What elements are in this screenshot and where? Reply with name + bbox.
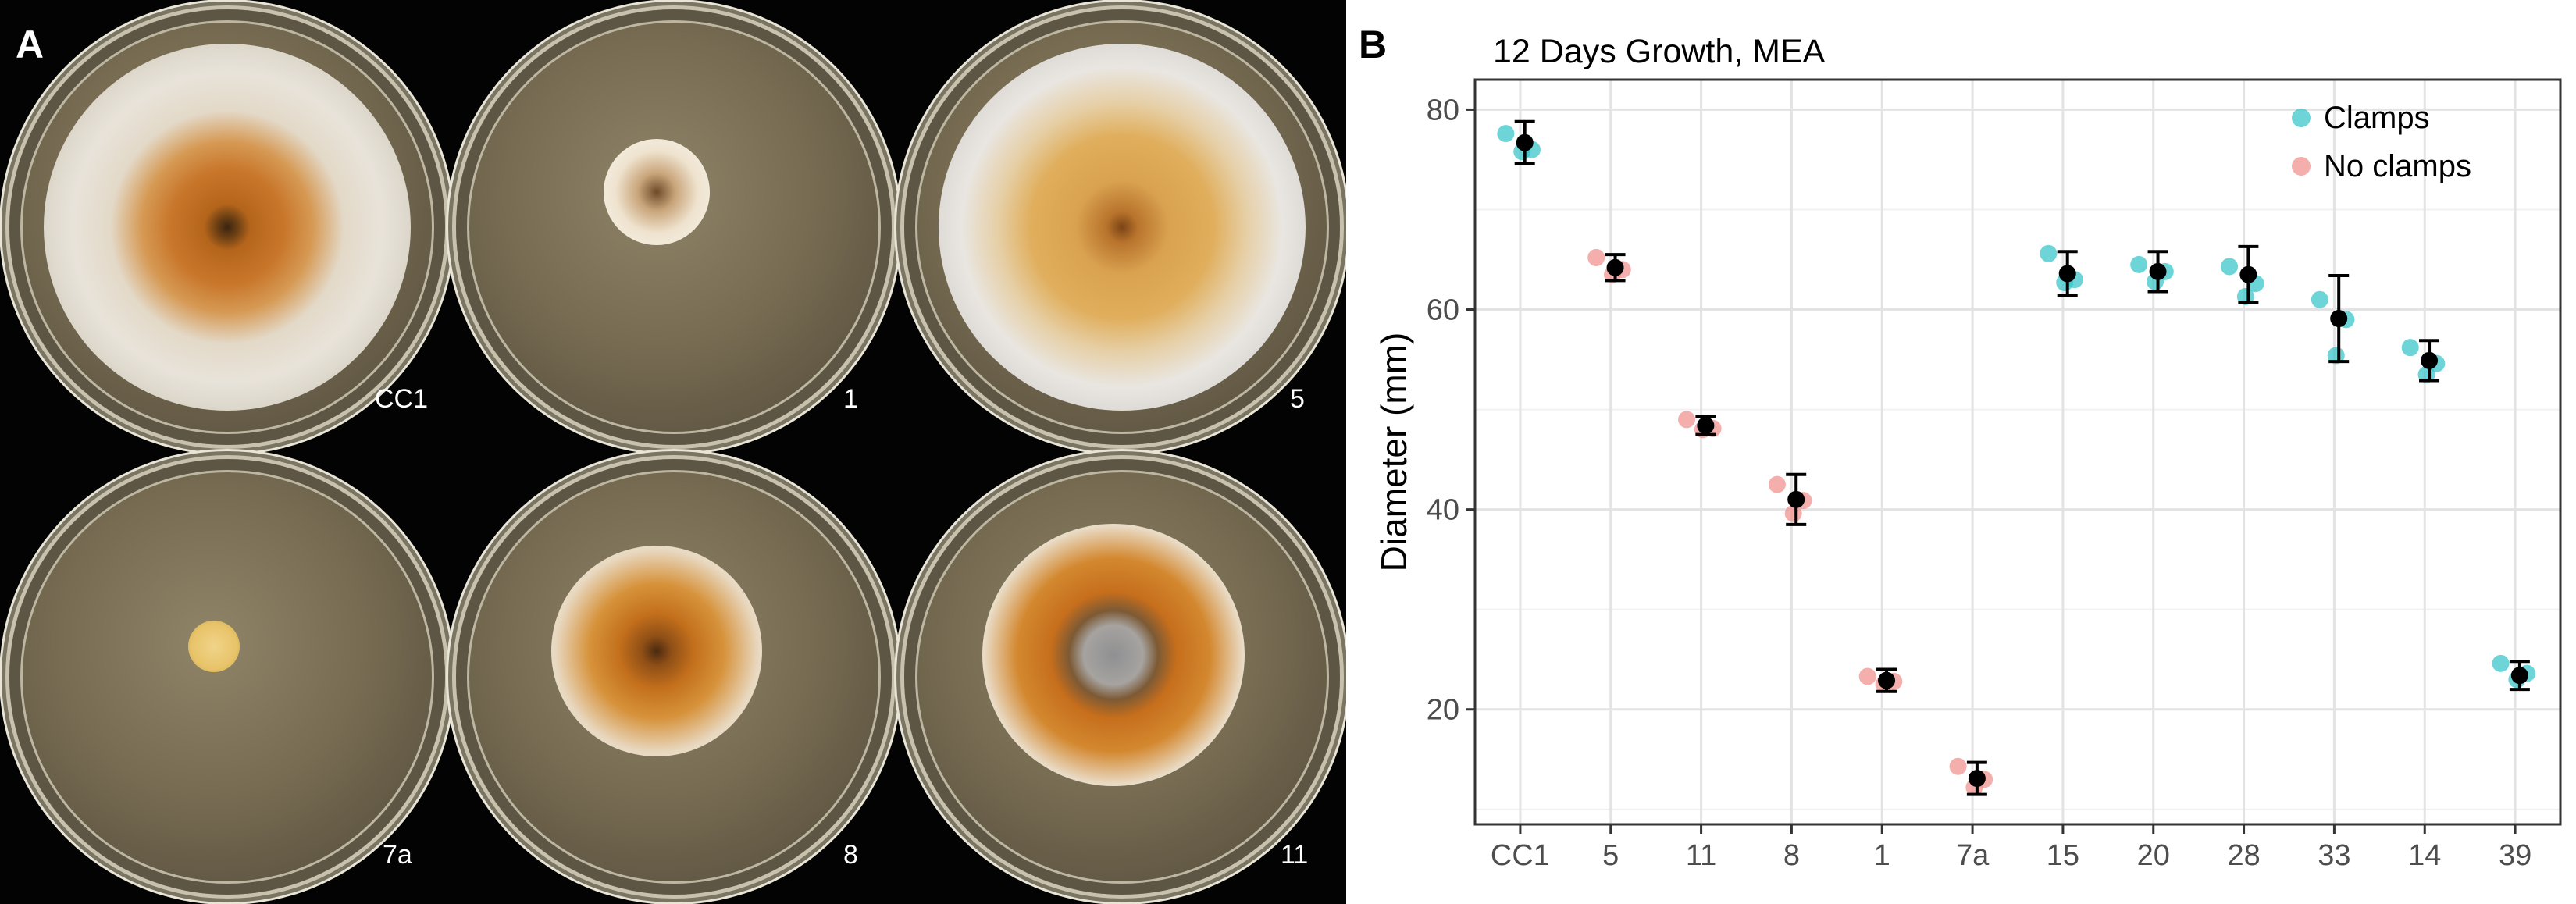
legend-key-no-clamps bbox=[2292, 157, 2311, 176]
replicate-point-no-clamps-7a bbox=[1949, 757, 1967, 775]
chart-panel-b: B 12 Days Growth, MEA Diameter (mm) 20 40… bbox=[1346, 0, 2576, 904]
plate-label-8: 8 bbox=[843, 840, 858, 870]
replicate-point-clamps-cc1 bbox=[1497, 125, 1515, 143]
fungal-colony-cc1 bbox=[44, 44, 411, 411]
x-tick-label: 5 bbox=[1602, 839, 1619, 872]
plot-border bbox=[1473, 78, 2562, 826]
replicate-point-clamps-39 bbox=[2492, 654, 2510, 672]
replicate-point-clamps-15 bbox=[2040, 244, 2058, 262]
chart-title: 12 Days Growth, MEA bbox=[1493, 33, 1826, 70]
replicate-point-no-clamps-1 bbox=[1858, 667, 1876, 685]
mean-point-7a bbox=[1968, 770, 1986, 788]
x-tick-label: 20 bbox=[2137, 839, 2170, 872]
x-tick-label: 11 bbox=[1686, 839, 1716, 872]
replicate-point-clamps-33 bbox=[2311, 290, 2328, 308]
petri-plate-7a: 7a bbox=[9, 459, 445, 895]
mean-point-15 bbox=[2058, 265, 2076, 283]
data-points bbox=[1497, 125, 2536, 796]
plate-label-7a: 7a bbox=[383, 840, 412, 870]
panel-b-letter: B bbox=[1359, 23, 1388, 66]
x-tick-label: 15 bbox=[2047, 839, 2079, 872]
axis-ticks: 20 40 60 80 CC1 5 11 8 1 7a 15 20 28 33 14 39 bbox=[1427, 94, 2532, 872]
fungal-colony-1 bbox=[603, 139, 710, 246]
replicate-point-clamps-28 bbox=[2236, 287, 2254, 305]
x-tick-label: 8 bbox=[1783, 839, 1800, 872]
mean-point-14 bbox=[2421, 351, 2439, 369]
fungal-colony-11 bbox=[982, 524, 1245, 787]
mean-point-5 bbox=[1606, 258, 1624, 276]
plate-label-5: 5 bbox=[1290, 384, 1305, 414]
plate-label-11: 11 bbox=[1281, 840, 1309, 870]
mean-point-39 bbox=[2510, 667, 2528, 685]
x-tick-label: 39 bbox=[2499, 839, 2531, 872]
x-tick-label: 14 bbox=[2408, 839, 2441, 872]
growth-chart: 12 Days Growth, MEA Diameter (mm) 20 40 60… bbox=[1374, 33, 2562, 872]
legend-label-no-clamps: No clamps bbox=[2324, 149, 2471, 183]
y-tick-label: 80 bbox=[1427, 94, 1459, 126]
panel-a-letter: A bbox=[16, 23, 45, 66]
mean-point-28 bbox=[2239, 265, 2257, 283]
legend-key-clamps bbox=[2292, 109, 2311, 127]
petri-plate-1: 1 bbox=[456, 9, 892, 445]
y-tick-label: 20 bbox=[1427, 694, 1459, 727]
replicate-point-no-clamps-11 bbox=[1678, 411, 1696, 429]
petri-plate-5: 5 bbox=[904, 9, 1340, 445]
replicate-point-no-clamps-8 bbox=[1768, 475, 1786, 493]
plate-label-1: 1 bbox=[843, 384, 858, 414]
mean-error-bars bbox=[1514, 119, 2530, 796]
legend: Clamps No clamps bbox=[2292, 101, 2471, 183]
y-tick-label: 40 bbox=[1427, 494, 1459, 527]
fungal-colony-8 bbox=[550, 545, 762, 756]
x-tick-label: 28 bbox=[2227, 839, 2260, 872]
mean-point-8 bbox=[1787, 490, 1805, 508]
plate-label-cc1: CC1 bbox=[375, 384, 429, 414]
petri-plate-8: 8 bbox=[456, 459, 892, 895]
x-tick-label: 33 bbox=[2318, 839, 2350, 872]
mean-point-33 bbox=[2330, 310, 2348, 328]
fungal-colony-7a bbox=[188, 620, 240, 672]
mean-point-1 bbox=[1878, 671, 1896, 689]
petri-plate-cc1: CC1 bbox=[9, 9, 445, 445]
mean-point-cc1 bbox=[1516, 133, 1534, 151]
grid-lines bbox=[1475, 80, 2560, 824]
mean-point-20 bbox=[2149, 262, 2167, 280]
x-tick-label: 1 bbox=[1874, 839, 1890, 872]
mean-point-11 bbox=[1697, 417, 1715, 435]
legend-label-clamps: Clamps bbox=[2324, 101, 2430, 135]
fungal-colony-5 bbox=[939, 44, 1306, 411]
replicate-point-no-clamps-8 bbox=[1784, 504, 1802, 522]
replicate-point-clamps-14 bbox=[2401, 339, 2419, 357]
y-axis-title: Diameter (mm) bbox=[1374, 333, 1414, 572]
replicate-point-clamps-20 bbox=[2130, 255, 2148, 273]
photo-panel-a: A CC1 1 5 7a 8 11 bbox=[0, 0, 1346, 904]
x-tick-label: CC1 bbox=[1491, 839, 1550, 872]
replicate-point-no-clamps-5 bbox=[1587, 248, 1605, 266]
replicate-point-clamps-14 bbox=[2417, 365, 2435, 383]
x-tick-label: 7a bbox=[1956, 839, 1990, 872]
petri-plate-11: 11 bbox=[904, 459, 1340, 895]
replicate-point-clamps-28 bbox=[2221, 258, 2239, 276]
replicate-point-clamps-33 bbox=[2327, 347, 2345, 365]
y-tick-label: 60 bbox=[1427, 294, 1459, 327]
